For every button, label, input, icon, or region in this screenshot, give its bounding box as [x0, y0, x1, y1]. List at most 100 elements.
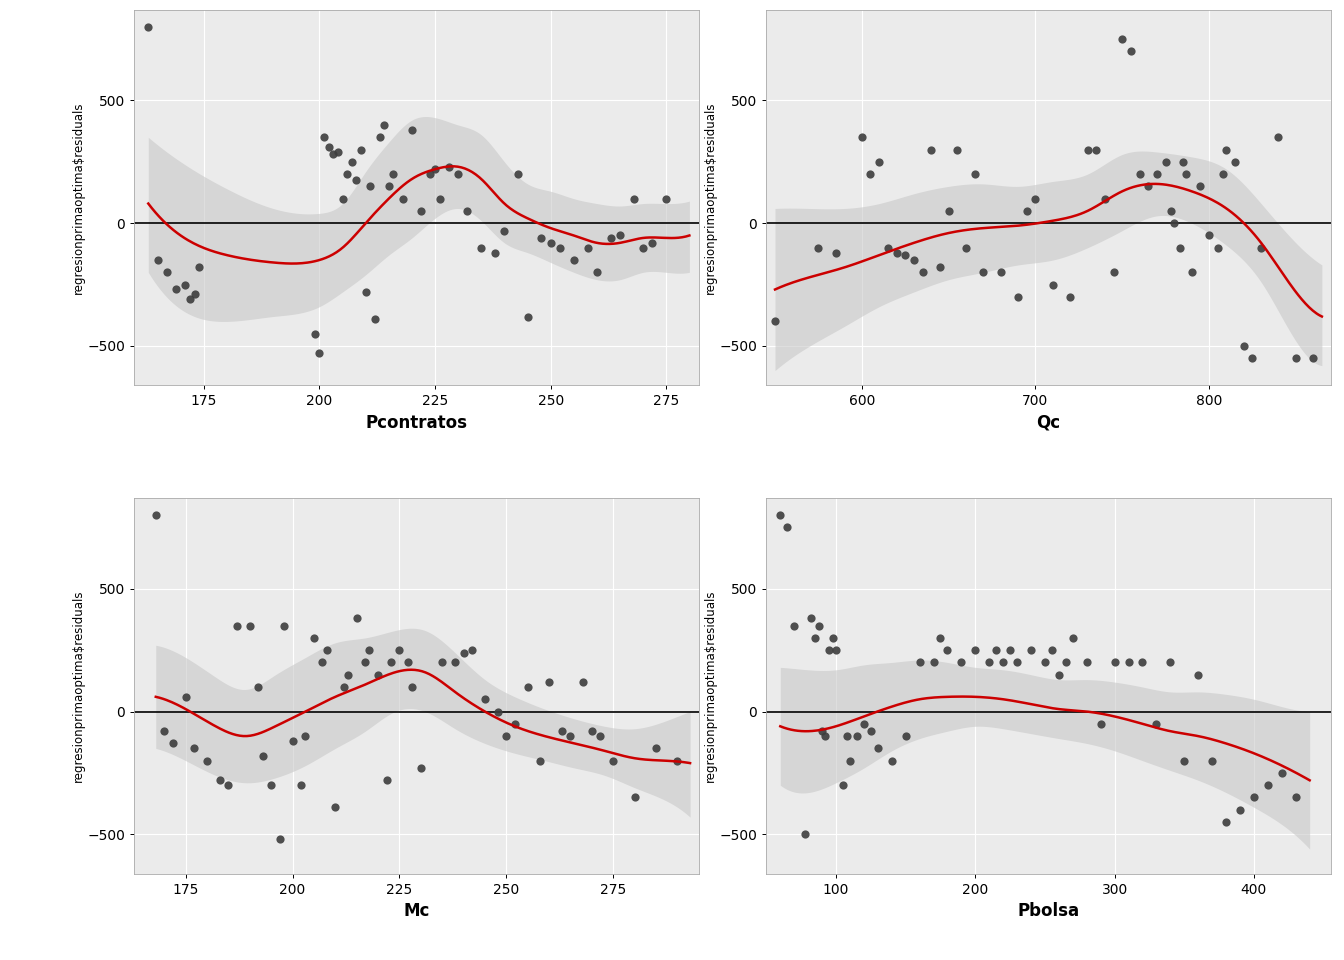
Point: [1024, 191, 1046, 206]
Point: [809, 618, 831, 634]
Point: [880, 753, 902, 768]
Point: [1271, 765, 1293, 780]
Point: [836, 729, 857, 744]
Point: [374, 117, 395, 132]
Point: [1132, 655, 1153, 670]
Point: [1035, 655, 1056, 670]
Point: [156, 265, 177, 280]
Point: [667, 753, 688, 768]
Point: [1224, 155, 1246, 170]
Point: [551, 724, 573, 739]
Point: [784, 618, 805, 634]
Point: [425, 161, 446, 177]
Point: [184, 287, 206, 302]
Point: [851, 130, 872, 145]
Point: [1285, 790, 1306, 805]
Point: [1000, 642, 1021, 658]
Point: [355, 284, 376, 300]
Point: [1172, 155, 1193, 170]
Y-axis label: regresionprimaoptima$residuals: regresionprimaoptima$residuals: [71, 101, 85, 294]
Point: [577, 240, 598, 255]
Point: [946, 142, 968, 157]
Point: [337, 667, 359, 683]
Point: [985, 642, 1007, 658]
Point: [624, 790, 645, 805]
Point: [929, 260, 950, 276]
Y-axis label: regresionprimaoptima$residuals: regresionprimaoptima$residuals: [704, 589, 716, 782]
Point: [367, 667, 388, 683]
Point: [239, 618, 261, 634]
Point: [641, 235, 663, 251]
Point: [419, 166, 441, 181]
Point: [261, 778, 282, 793]
Point: [765, 314, 786, 329]
Point: [304, 326, 325, 342]
Point: [470, 240, 492, 255]
Point: [1212, 166, 1234, 181]
Point: [823, 630, 844, 645]
Point: [282, 733, 304, 749]
Point: [938, 204, 960, 219]
Point: [978, 655, 1000, 670]
X-axis label: Mc: Mc: [403, 902, 430, 921]
Point: [345, 611, 367, 626]
Point: [196, 753, 218, 768]
Point: [1111, 32, 1133, 47]
Point: [1146, 166, 1168, 181]
Point: [392, 191, 414, 206]
X-axis label: Pcontratos: Pcontratos: [366, 414, 468, 432]
Point: [770, 508, 792, 523]
Point: [1215, 142, 1236, 157]
Point: [964, 166, 985, 181]
Point: [1160, 655, 1181, 670]
Point: [508, 166, 530, 181]
Point: [145, 508, 167, 523]
Y-axis label: regresionprimaoptima$residuals: regresionprimaoptima$residuals: [704, 101, 716, 294]
Point: [895, 248, 917, 263]
Point: [333, 680, 355, 695]
Point: [794, 827, 816, 842]
Point: [1077, 655, 1098, 670]
Y-axis label: regresionprimaoptima$residuals: regresionprimaoptima$residuals: [71, 589, 85, 782]
Point: [304, 630, 325, 645]
Point: [1173, 753, 1195, 768]
Point: [1202, 753, 1223, 768]
Point: [992, 655, 1013, 670]
Point: [327, 144, 348, 159]
Point: [1020, 642, 1042, 658]
Point: [210, 773, 231, 788]
Point: [930, 630, 952, 645]
Point: [1103, 265, 1125, 280]
Point: [383, 166, 405, 181]
Point: [402, 680, 423, 695]
Point: [832, 778, 853, 793]
Point: [909, 655, 930, 670]
Point: [153, 724, 175, 739]
Point: [1090, 716, 1111, 732]
Point: [937, 642, 958, 658]
Point: [336, 166, 358, 181]
Point: [1062, 630, 1083, 645]
Point: [656, 191, 677, 206]
Point: [921, 142, 942, 157]
Point: [1257, 778, 1278, 793]
Point: [484, 245, 505, 260]
Point: [273, 618, 294, 634]
Point: [448, 166, 469, 181]
Point: [1048, 667, 1070, 683]
Point: [1181, 265, 1203, 280]
Point: [633, 240, 655, 255]
Point: [1199, 228, 1220, 243]
Point: [860, 724, 882, 739]
Point: [341, 155, 363, 170]
Point: [1302, 350, 1324, 366]
Point: [1243, 790, 1265, 805]
Point: [1230, 803, 1251, 818]
Point: [388, 642, 410, 658]
Point: [378, 179, 399, 194]
Point: [438, 159, 460, 175]
Point: [530, 753, 551, 768]
Point: [453, 645, 474, 660]
Point: [1059, 289, 1081, 304]
Point: [550, 240, 571, 255]
